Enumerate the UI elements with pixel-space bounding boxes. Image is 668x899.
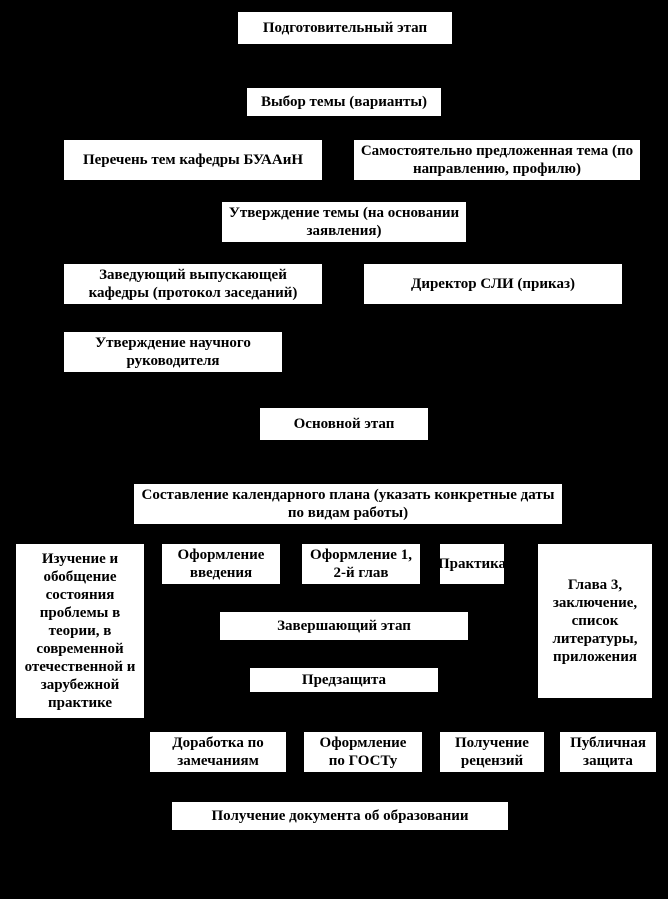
node-prep: Подготовительный этап <box>236 10 454 46</box>
node-plan: Составление календарного плана (указать … <box>132 482 564 526</box>
node-predef: Предзащита <box>248 666 440 694</box>
node-ch3: Глава 3, заключение, список литературы, … <box>536 542 654 700</box>
node-choice: Выбор темы (варианты) <box>245 86 443 118</box>
node-final: Завершающий этап <box>218 610 470 642</box>
node-self: Самостоятельно предложенная тема (по нап… <box>352 138 642 182</box>
node-gost: Оформление по ГОСТу <box>302 730 424 774</box>
node-rework: Доработка по замечаниям <box>148 730 288 774</box>
node-topics: Перечень тем кафедры БУААиН <box>62 138 324 182</box>
node-main: Основной этап <box>258 406 430 442</box>
node-approve: Утверждение темы (на основании заявления… <box>220 200 468 244</box>
node-review: Получение рецензий <box>438 730 546 774</box>
node-diploma: Получение документа об образовании <box>170 800 510 832</box>
node-director: Директор СЛИ (приказ) <box>362 262 624 306</box>
node-head: Заведующий выпускающей кафедры (протокол… <box>62 262 324 306</box>
node-defense: Публичная защита <box>558 730 658 774</box>
node-intro: Оформление введения <box>160 542 282 586</box>
node-ch12: Оформление 1, 2-й глав <box>300 542 422 586</box>
node-practice: Практика <box>438 542 506 586</box>
node-supervisor: Утверждение научного руководителя <box>62 330 284 374</box>
node-study: Изучение и обобщение состояния проблемы … <box>14 542 146 720</box>
